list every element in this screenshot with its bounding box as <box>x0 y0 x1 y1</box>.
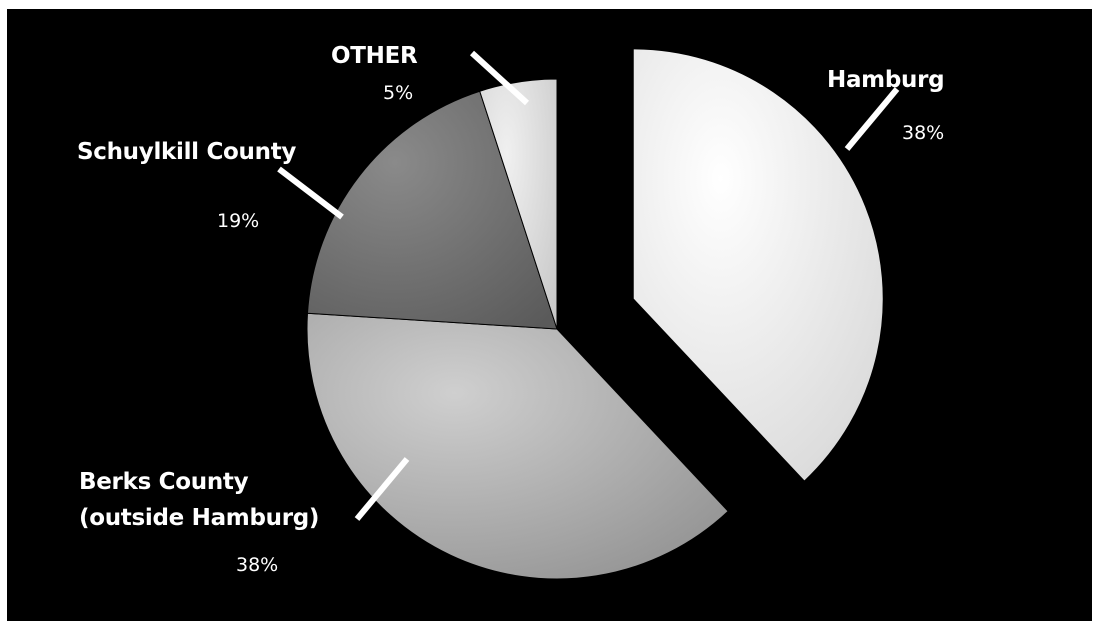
slice-label-berks: Berks County <box>79 469 249 495</box>
slice-label-other: OTHER <box>331 43 418 69</box>
leader-schuylkill <box>277 166 344 220</box>
slice-value-other: 5% <box>383 82 413 104</box>
slice-value-berks: 38% <box>236 554 278 576</box>
leader-hamburg <box>844 87 900 151</box>
slice-other <box>479 78 558 330</box>
slice-label-berks-line2: (outside Hamburg) <box>79 505 319 531</box>
slice-label-hamburg: Hamburg <box>827 67 944 93</box>
slice-value-hamburg: 38% <box>902 122 944 144</box>
slice-berks <box>306 312 729 580</box>
slice-hamburg <box>632 48 884 482</box>
slice-value-schuylkill: 19% <box>217 210 259 232</box>
leader-berks <box>354 457 410 521</box>
slice-schuylkill <box>306 90 558 330</box>
slice-label-schuylkill: Schuylkill County <box>77 139 296 165</box>
pie-chart: Hamburg 38% Berks County (outside Hambur… <box>77 43 945 580</box>
chart-frame: Hamburg 38% Berks County (outside Hambur… <box>7 9 1092 621</box>
leader-other <box>469 50 530 106</box>
